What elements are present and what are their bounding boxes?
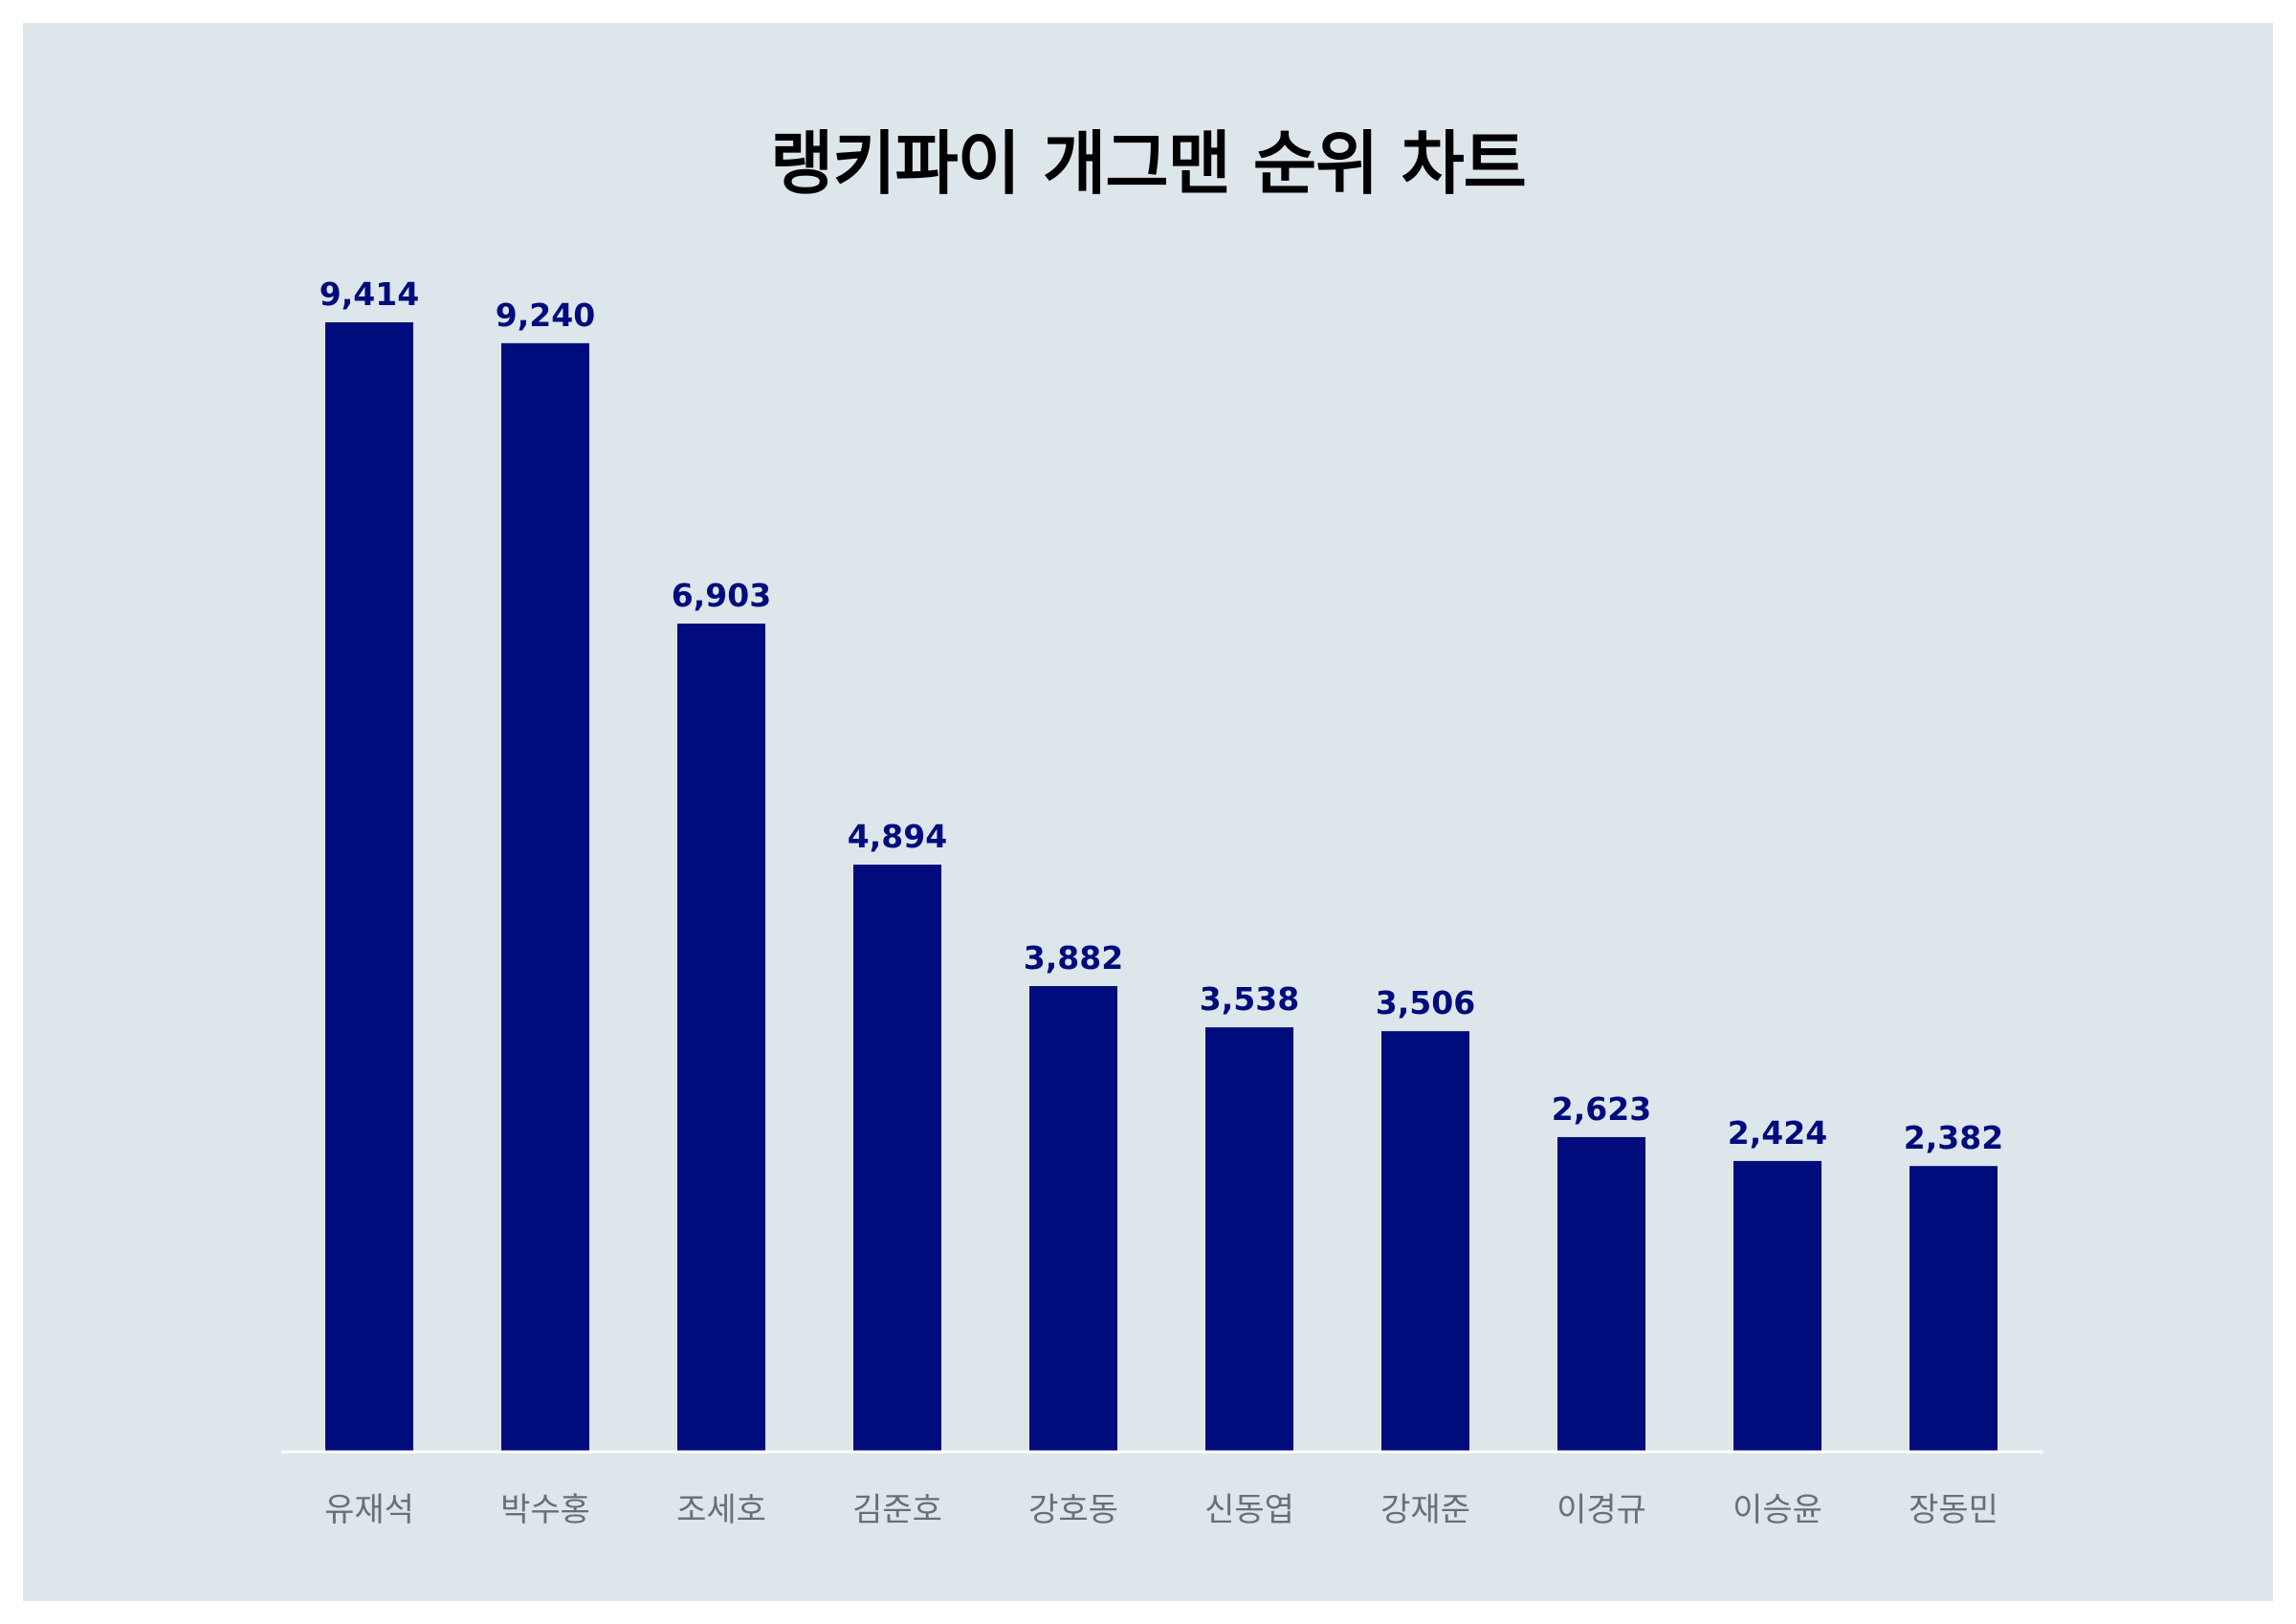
bar-3 bbox=[853, 865, 941, 1452]
category-label-0: 유재석 bbox=[324, 1491, 414, 1529]
category-label-7: 이경규 bbox=[1556, 1491, 1646, 1529]
value-label-5: 3,538 bbox=[1200, 980, 1299, 1018]
bar-8 bbox=[1733, 1160, 1821, 1452]
value-label-3: 4,894 bbox=[848, 818, 947, 855]
bar-1 bbox=[501, 342, 589, 1452]
chart-title: 랭키파이 개그맨 순위 차트 bbox=[770, 123, 1527, 204]
category-label-9: 장동민 bbox=[1909, 1491, 1998, 1529]
bar-2 bbox=[677, 624, 765, 1452]
category-label-6: 강재준 bbox=[1380, 1491, 1470, 1529]
category-label-4: 강호동 bbox=[1028, 1491, 1118, 1529]
value-label-1: 9,240 bbox=[496, 296, 595, 334]
value-label-6: 3,506 bbox=[1376, 984, 1475, 1021]
value-label-9: 2,382 bbox=[1904, 1119, 2003, 1156]
bar-0 bbox=[325, 322, 413, 1452]
value-label-0: 9,414 bbox=[320, 275, 419, 313]
category-label-5: 신동엽 bbox=[1204, 1491, 1294, 1529]
bar-6 bbox=[1381, 1031, 1469, 1452]
value-label-4: 3,882 bbox=[1024, 939, 1123, 977]
category-label-2: 조세호 bbox=[676, 1491, 766, 1529]
bar-9 bbox=[1910, 1166, 1998, 1452]
bar-4 bbox=[1029, 985, 1117, 1452]
value-label-2: 6,903 bbox=[672, 577, 771, 614]
value-label-8: 2,424 bbox=[1728, 1114, 1827, 1152]
category-label-8: 이승윤 bbox=[1733, 1491, 1822, 1529]
bar-7 bbox=[1557, 1136, 1645, 1452]
category-label-1: 박수홍 bbox=[500, 1491, 590, 1529]
bar-5 bbox=[1205, 1027, 1293, 1452]
category-label-3: 김준호 bbox=[852, 1491, 942, 1529]
value-label-7: 2,623 bbox=[1552, 1090, 1651, 1128]
